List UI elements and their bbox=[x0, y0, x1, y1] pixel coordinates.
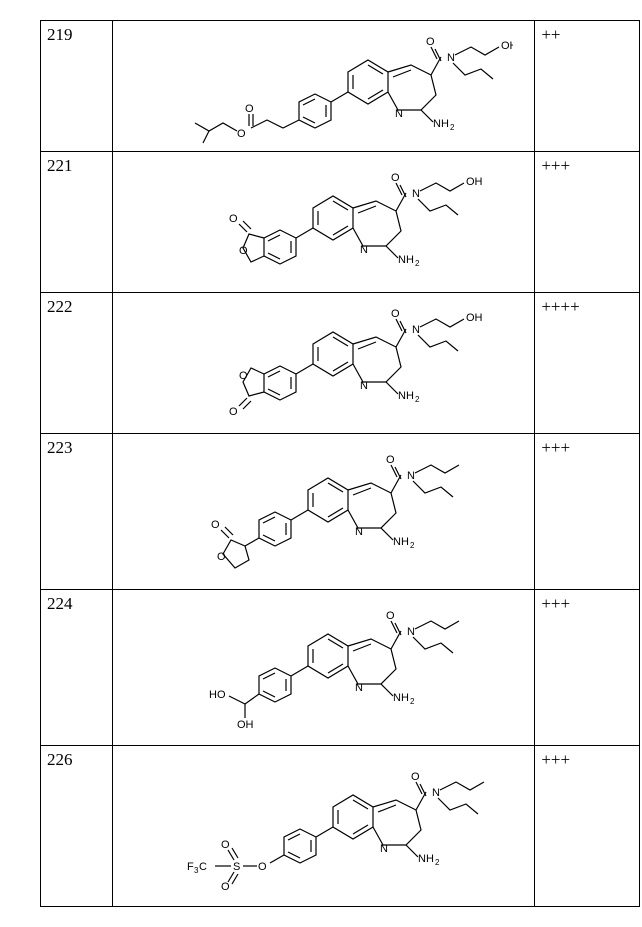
svg-text:C: C bbox=[199, 861, 207, 873]
cell-compound-id: 222 bbox=[41, 293, 113, 434]
chemical-structure-222: N NH2 O N OH bbox=[143, 299, 503, 429]
svg-text:OH: OH bbox=[466, 312, 483, 324]
chemical-structure-224: N NH2 O N bbox=[153, 596, 493, 741]
svg-text:NH: NH bbox=[398, 254, 414, 266]
svg-text:N: N bbox=[407, 626, 415, 638]
svg-text:N: N bbox=[447, 52, 455, 64]
table-row: 222 N NH2 O bbox=[41, 293, 640, 434]
svg-text:NH: NH bbox=[393, 692, 409, 704]
table-row: 226 N NH2 O bbox=[41, 746, 640, 907]
svg-text:O: O bbox=[239, 370, 248, 382]
svg-text:HO: HO bbox=[209, 689, 226, 701]
svg-text:S: S bbox=[233, 861, 240, 873]
svg-text:O: O bbox=[229, 406, 238, 418]
table-row: 221 N NH2 bbox=[41, 152, 640, 293]
svg-text:N: N bbox=[380, 843, 388, 855]
svg-text:O: O bbox=[245, 103, 254, 115]
svg-text:2: 2 bbox=[415, 259, 420, 268]
rating-label: ++ bbox=[541, 25, 560, 44]
svg-text:O: O bbox=[411, 771, 420, 783]
svg-text:N: N bbox=[360, 380, 368, 392]
svg-text:O: O bbox=[258, 861, 267, 873]
compound-id-label: 221 bbox=[47, 156, 73, 175]
cell-structure: N NH2 O N bbox=[112, 746, 535, 907]
svg-text:O: O bbox=[211, 519, 220, 531]
svg-text:O: O bbox=[229, 213, 238, 225]
compound-activity-table: 219 N NH2 bbox=[40, 20, 640, 907]
svg-text:2: 2 bbox=[410, 541, 415, 550]
page-container: 219 N NH2 bbox=[20, 20, 642, 907]
svg-text:F: F bbox=[187, 861, 194, 873]
table-row: 219 N NH2 bbox=[41, 21, 640, 152]
cell-structure: N NH2 O N bbox=[112, 434, 535, 590]
compound-id-label: 226 bbox=[47, 750, 73, 769]
cell-rating: +++ bbox=[535, 746, 640, 907]
svg-text:O: O bbox=[391, 172, 400, 184]
cell-structure: N NH2 O N OH bbox=[112, 21, 535, 152]
chemical-structure-226: N NH2 O N bbox=[133, 752, 513, 902]
cell-compound-id: 226 bbox=[41, 746, 113, 907]
chemical-structure-221: N NH2 O N OH bbox=[143, 158, 503, 288]
cell-compound-id: 221 bbox=[41, 152, 113, 293]
svg-text:O: O bbox=[217, 551, 226, 563]
svg-text:O: O bbox=[426, 36, 435, 48]
svg-text:N: N bbox=[407, 470, 415, 482]
cell-rating: ++++ bbox=[535, 293, 640, 434]
svg-text:2: 2 bbox=[415, 395, 420, 404]
cell-compound-id: 223 bbox=[41, 434, 113, 590]
rating-label: +++ bbox=[541, 750, 570, 769]
cell-structure: N NH2 O N OH bbox=[112, 152, 535, 293]
svg-text:N: N bbox=[432, 787, 440, 799]
svg-text:2: 2 bbox=[435, 858, 440, 867]
svg-text:NH: NH bbox=[398, 390, 414, 402]
chemical-structure-223: N NH2 O N bbox=[153, 440, 493, 585]
rating-label: +++ bbox=[541, 438, 570, 457]
svg-text:OH: OH bbox=[466, 176, 483, 188]
compound-id-label: 224 bbox=[47, 594, 73, 613]
compound-id-label: 219 bbox=[47, 25, 73, 44]
svg-text:O: O bbox=[221, 839, 230, 851]
rating-label: +++ bbox=[541, 156, 570, 175]
table-row: 223 N NH2 O bbox=[41, 434, 640, 590]
svg-text:N: N bbox=[412, 188, 420, 200]
svg-text:2: 2 bbox=[450, 123, 455, 132]
svg-text:N: N bbox=[355, 682, 363, 694]
svg-text:O: O bbox=[386, 454, 395, 466]
chemical-structure-219: N NH2 O N OH bbox=[133, 27, 513, 147]
cell-rating: +++ bbox=[535, 152, 640, 293]
cell-compound-id: 219 bbox=[41, 21, 113, 152]
svg-text:NH: NH bbox=[393, 536, 409, 548]
table-row: 224 N NH2 O bbox=[41, 590, 640, 746]
cell-structure: N NH2 O N bbox=[112, 590, 535, 746]
cell-rating: +++ bbox=[535, 434, 640, 590]
svg-text:OH: OH bbox=[501, 40, 513, 52]
svg-text:N: N bbox=[355, 526, 363, 538]
svg-text:N: N bbox=[395, 108, 403, 120]
compound-id-label: 223 bbox=[47, 438, 73, 457]
svg-text:NH: NH bbox=[418, 853, 434, 865]
svg-text:O: O bbox=[386, 610, 395, 622]
svg-text:O: O bbox=[237, 128, 246, 140]
cell-rating: ++ bbox=[535, 21, 640, 152]
compound-id-label: 222 bbox=[47, 297, 73, 316]
svg-text:N: N bbox=[360, 244, 368, 256]
cell-structure: N NH2 O N OH bbox=[112, 293, 535, 434]
rating-label: +++ bbox=[541, 594, 570, 613]
cell-compound-id: 224 bbox=[41, 590, 113, 746]
svg-text:O: O bbox=[391, 308, 400, 320]
svg-text:O: O bbox=[221, 881, 230, 893]
table-body: 219 N NH2 bbox=[41, 21, 640, 907]
svg-text:2: 2 bbox=[410, 697, 415, 706]
svg-text:NH: NH bbox=[433, 118, 449, 130]
rating-label: ++++ bbox=[541, 297, 579, 316]
svg-text:O: O bbox=[239, 245, 248, 257]
svg-text:N: N bbox=[412, 324, 420, 336]
svg-text:OH: OH bbox=[237, 719, 254, 731]
cell-rating: +++ bbox=[535, 590, 640, 746]
